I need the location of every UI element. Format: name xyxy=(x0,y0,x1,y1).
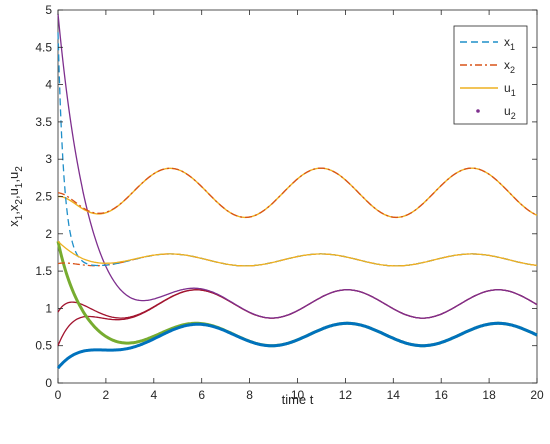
x-tick-label: 12 xyxy=(339,388,353,402)
y-tick-label: 4 xyxy=(45,78,52,92)
y-tick-label: 3.5 xyxy=(35,115,52,129)
u1-curve-mid xyxy=(57,240,538,267)
x-tick-label: 10 xyxy=(291,388,305,402)
x-axis-label: time t xyxy=(282,392,314,407)
y-tick-label: 4.5 xyxy=(35,40,52,54)
u2-curve-high xyxy=(57,13,538,319)
y-tick-label: 0.5 xyxy=(35,339,52,353)
x-tick-label: 2 xyxy=(103,388,110,402)
y-tick-label: 0 xyxy=(45,376,52,390)
legend-label: x1 xyxy=(504,35,515,52)
y-tick-label: 2.5 xyxy=(35,190,52,204)
x-tick-label: 14 xyxy=(387,388,401,402)
x-tick-label: 8 xyxy=(246,388,253,402)
ticks-layer: 0 2 4 6 8 10 12 14 16 18 20 0 0.5 1 1.5 2 2.5 3 3.5 4 4.5 5 xyxy=(35,3,544,402)
x-tick-label: 6 xyxy=(198,388,205,402)
y-tick-label: 1.5 xyxy=(35,264,52,278)
x-tick-label: 20 xyxy=(530,388,544,402)
y-tick-label: 2 xyxy=(45,227,52,241)
x2-curve xyxy=(57,167,538,219)
x-tick-label: 4 xyxy=(150,388,157,402)
x-tick-label: 18 xyxy=(482,388,496,402)
curves-layer xyxy=(56,13,538,370)
legend-label: x2 xyxy=(504,58,515,75)
extra-curve xyxy=(56,321,538,370)
y-tick-label: 5 xyxy=(45,3,52,17)
y-axis-label: x1,x2,u1,u2 xyxy=(6,166,25,227)
x-tick-label: 0 xyxy=(55,388,62,402)
y-tick-label: 1 xyxy=(45,301,52,315)
y-tick-label: 3 xyxy=(45,152,52,166)
legend: x1 x2 u1 u2 xyxy=(453,25,528,125)
legend-box xyxy=(453,25,528,125)
legend-label: u2 xyxy=(504,104,516,121)
legend-label: u1 xyxy=(504,81,516,98)
x-tick-label: 16 xyxy=(435,388,449,402)
legend-swatch xyxy=(476,109,480,113)
